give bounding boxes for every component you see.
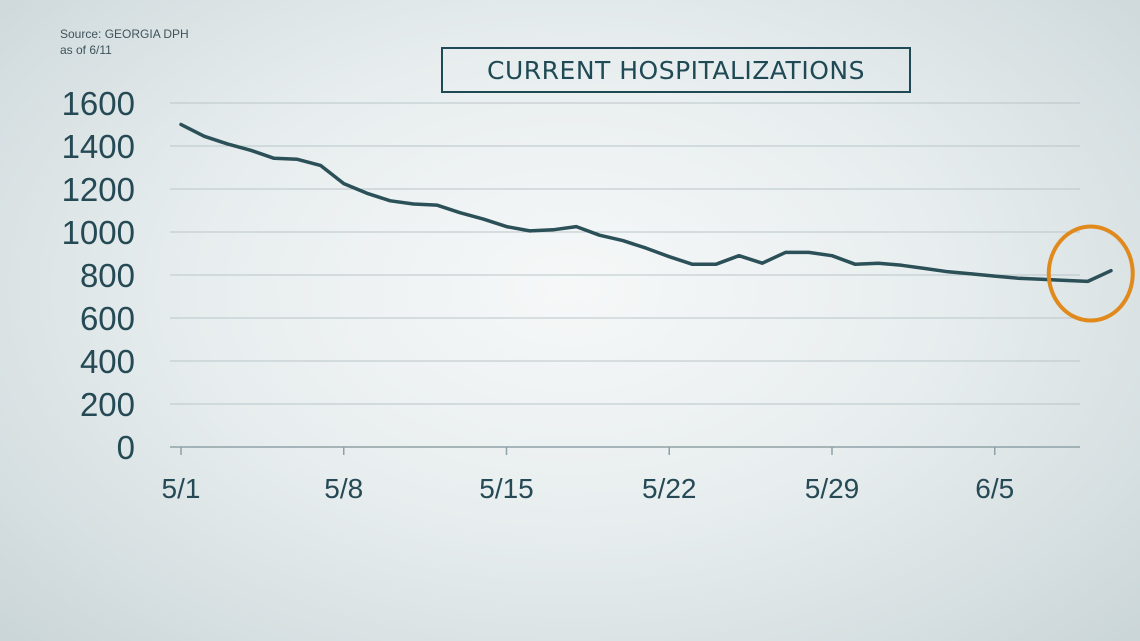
x-tick-label: 6/5: [975, 473, 1014, 504]
source-line: Source: GEORGIA DPH: [60, 27, 189, 41]
y-tick-label: 800: [80, 257, 135, 294]
y-tick-label: 0: [117, 429, 135, 466]
y-tick-label: 200: [80, 386, 135, 423]
chart-title: CURRENT HOSPITALIZATIONS: [487, 55, 865, 85]
source-note: Source: GEORGIA DPH as of 6/11: [60, 26, 189, 58]
highlight-circle: [1046, 224, 1135, 323]
y-tick-label: 600: [80, 300, 135, 337]
y-tick-label: 1400: [62, 128, 135, 165]
series-line: [179, 122, 1113, 284]
as-of-date: as of 6/11: [60, 43, 112, 57]
y-tick-label: 1200: [62, 171, 135, 208]
y-tick-label: 1600: [62, 85, 135, 122]
x-tick-label: 5/22: [642, 473, 697, 504]
y-tick-label: 400: [80, 343, 135, 380]
chart-title-box: CURRENT HOSPITALIZATIONS: [441, 47, 911, 93]
x-tick-label: 5/1: [162, 473, 201, 504]
x-tick-label: 5/15: [479, 473, 534, 504]
x-tick-label: 5/29: [805, 473, 860, 504]
x-tick-label: 5/8: [324, 473, 363, 504]
y-tick-label: 1000: [62, 214, 135, 251]
